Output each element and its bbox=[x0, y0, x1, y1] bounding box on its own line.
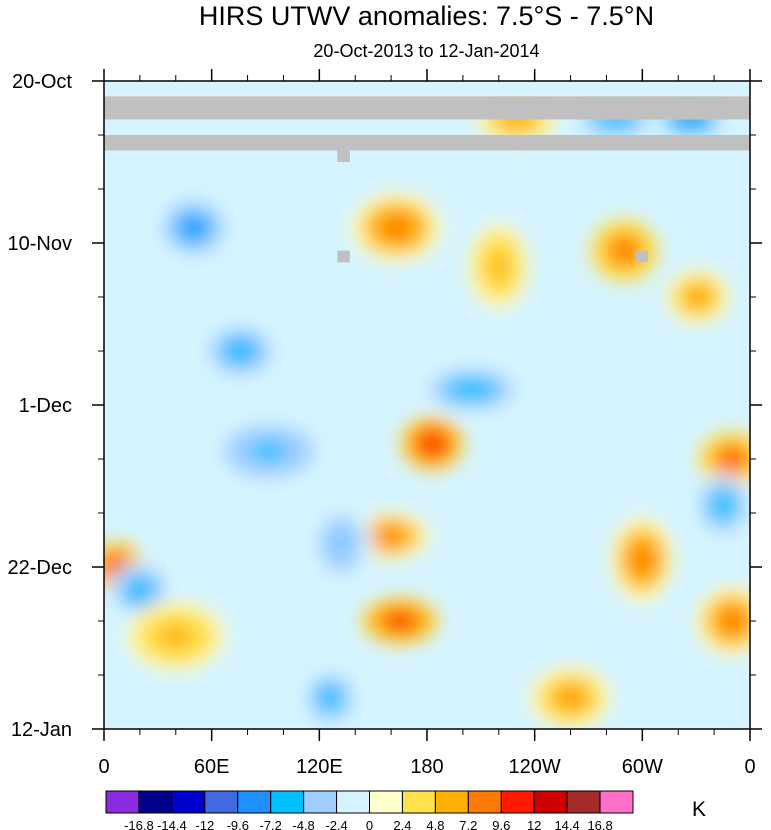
colorbar-swatch-14 bbox=[566, 790, 601, 814]
colorbar-label-2: -12 bbox=[195, 818, 214, 830]
anomaly-field bbox=[104, 96, 750, 729]
colorbar-label-0: -16.8 bbox=[124, 818, 154, 830]
x-tick-label-5: 60W bbox=[622, 756, 663, 778]
colorbar-label-4: -7.2 bbox=[259, 818, 281, 830]
y-tick-label-3: 22-Dec bbox=[8, 557, 72, 579]
anomaly-feature-10-level-5 bbox=[726, 615, 739, 627]
anomaly-feature-2-level-5 bbox=[427, 439, 438, 449]
anomaly-feature-12-level-5 bbox=[234, 346, 247, 356]
colorbar-label-10: 7.2 bbox=[459, 818, 477, 830]
anomaly-feature-19-level-5 bbox=[718, 500, 728, 511]
anomaly-feature-1-level-5 bbox=[187, 222, 200, 233]
missing-data-region-3 bbox=[337, 250, 350, 263]
colorbar-label-12: 12 bbox=[527, 818, 541, 830]
missing-data-region-0 bbox=[104, 96, 750, 120]
colorbar-swatch-10 bbox=[434, 790, 469, 814]
chart-title: HIRS UTWV anomalies: 7.5°S - 7.5°N bbox=[198, 1, 655, 31]
y-tick-label-0: 20-Oct bbox=[12, 71, 72, 93]
colorbar-swatch-9 bbox=[401, 790, 436, 814]
chart-subtitle: 20-Oct-2013 to 12-Jan-2014 bbox=[313, 41, 540, 61]
colorbar-label-5: -4.8 bbox=[292, 818, 314, 830]
anomaly-feature-6-level-5 bbox=[618, 245, 631, 256]
anomaly-feature-18-level-5 bbox=[134, 585, 145, 595]
anomaly-feature-3-level-5 bbox=[388, 221, 405, 234]
x-tick-label-0: 0 bbox=[98, 756, 109, 778]
colorbar-units: K bbox=[692, 798, 707, 821]
colorbar-swatch-6 bbox=[303, 790, 338, 814]
anomaly-feature-8-level-5 bbox=[393, 617, 407, 625]
anomaly-feature-11-level-5 bbox=[692, 292, 704, 302]
anomaly-feature-21-level-5 bbox=[563, 692, 578, 704]
anomaly-feature-14-level-5 bbox=[335, 536, 347, 552]
colorbar-swatch-0 bbox=[105, 790, 140, 814]
colorbar-swatch-11 bbox=[467, 790, 502, 814]
x-tick-label-1: 60E bbox=[194, 756, 230, 778]
anomaly-blobs bbox=[104, 96, 750, 729]
colorbar-swatch-3 bbox=[204, 790, 239, 814]
anomaly-feature-23-level-5 bbox=[637, 552, 648, 567]
colorbar-label-9: 4.8 bbox=[426, 818, 444, 830]
colorbar-swatch-5 bbox=[270, 790, 305, 814]
colorbar-label-3: -9.6 bbox=[227, 818, 249, 830]
anomaly-feature-7-level-5 bbox=[726, 454, 738, 464]
y-tick-label-1: 10-Nov bbox=[8, 233, 72, 255]
colorbar-label-13: 14.4 bbox=[554, 818, 579, 830]
colorbar-swatch-7 bbox=[336, 790, 370, 814]
colorbar-swatch-13 bbox=[533, 790, 568, 814]
missing-data-region-1 bbox=[104, 135, 750, 151]
x-tick-label-3: 180 bbox=[410, 756, 443, 778]
anomaly-feature-9-level-5 bbox=[382, 532, 397, 540]
colorbar-swatch-1 bbox=[138, 790, 173, 814]
missing-data-region-2 bbox=[337, 150, 350, 162]
colorbar-label-11: 9.6 bbox=[492, 818, 510, 830]
colorbar-label-7: 0 bbox=[366, 818, 373, 830]
anomaly-feature-0-level-5 bbox=[112, 562, 121, 572]
colorbar-label-6: -2.4 bbox=[325, 818, 347, 830]
anomaly-feature-22-level-5 bbox=[167, 630, 185, 643]
colorbar-swatch-12 bbox=[500, 790, 535, 814]
colorbar-swatch-2 bbox=[171, 790, 206, 814]
colorbar-swatch-15 bbox=[599, 790, 634, 814]
axes: 0 60E 120E 180 120W 60W 0 20-Oct 10-Nov 1-Dec 22-D… bbox=[8, 69, 762, 778]
colorbar-label-14: 16.8 bbox=[587, 818, 612, 830]
colorbar-swatch-8 bbox=[369, 790, 403, 814]
colorbar-label-8: 2.4 bbox=[393, 818, 411, 830]
anomaly-feature-13-level-5 bbox=[260, 446, 279, 457]
y-tick-label-4: 12-Jan bbox=[11, 719, 72, 741]
y-tick-label-2: 1-Dec bbox=[19, 395, 72, 417]
anomaly-feature-4-level-5 bbox=[493, 259, 504, 274]
missing-data-layer bbox=[104, 96, 750, 263]
colorbar-label-1: -14.4 bbox=[157, 818, 187, 830]
anomaly-feature-20-level-5 bbox=[325, 693, 335, 703]
x-tick-label-2: 120E bbox=[296, 756, 343, 778]
x-tick-label-4: 120W bbox=[509, 756, 561, 778]
missing-data-region-4 bbox=[635, 250, 648, 263]
x-tick-label-6: 0 bbox=[744, 756, 755, 778]
colorbar-swatch-4 bbox=[237, 790, 272, 814]
anomaly-feature-15-level-5 bbox=[463, 385, 481, 394]
